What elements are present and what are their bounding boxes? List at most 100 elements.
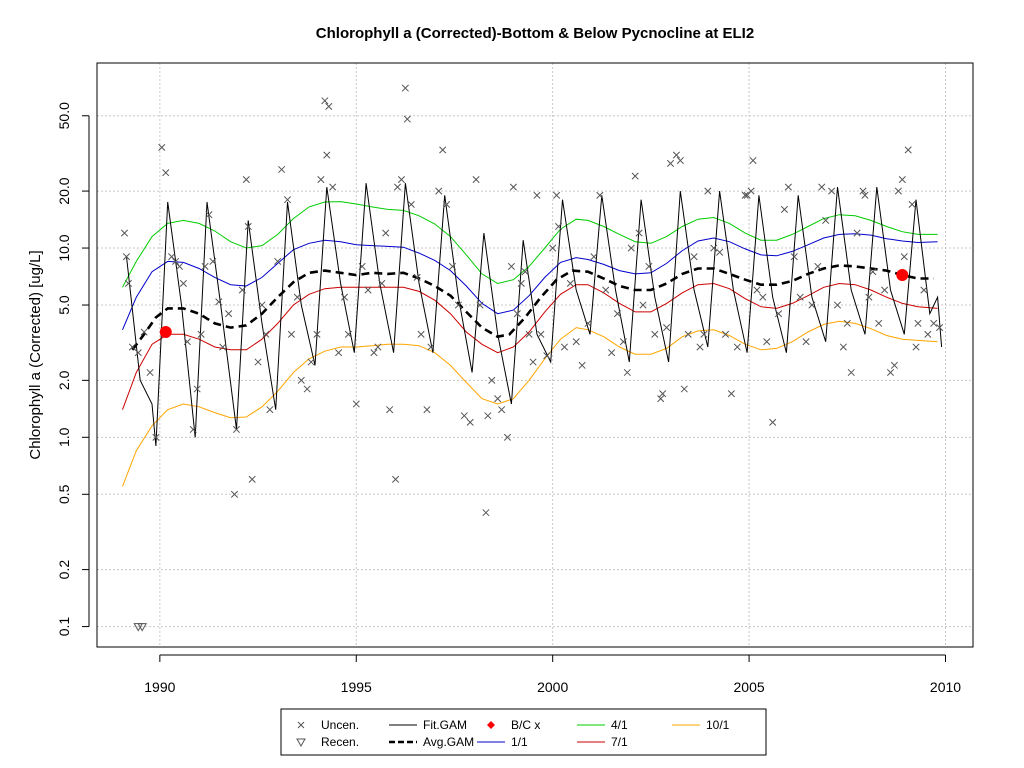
uncensored-point xyxy=(232,425,241,434)
uncensored-point xyxy=(790,253,798,261)
uncensored-point xyxy=(890,361,898,369)
uncensored-point xyxy=(386,406,394,414)
avg-gam-series xyxy=(131,264,934,351)
x-tick-label: 2005 xyxy=(734,679,765,695)
uncensored-point xyxy=(566,279,574,288)
y-tick-label: 0.2 xyxy=(56,560,72,580)
recensored-point xyxy=(137,623,148,632)
series-10-1-line xyxy=(122,320,938,487)
uncensored-point xyxy=(413,273,421,281)
uncensored-point xyxy=(680,385,688,393)
bc-point xyxy=(896,269,909,282)
uncensored-point xyxy=(140,328,148,336)
uncensored-point xyxy=(645,262,653,270)
uncensored-point xyxy=(507,262,515,270)
uncensored-point xyxy=(690,253,698,261)
uncensored-point xyxy=(242,176,250,184)
seasonal-series xyxy=(122,201,938,487)
uncensored-point xyxy=(818,183,826,191)
uncensored-point xyxy=(710,244,718,252)
uncensored-point xyxy=(657,395,665,403)
uncensored-point xyxy=(930,319,938,327)
uncensored-point xyxy=(672,151,680,159)
uncensored-point xyxy=(716,248,724,256)
uncensored-point xyxy=(555,222,563,231)
uncensored-point xyxy=(303,385,311,393)
uncensored-point xyxy=(494,395,502,403)
uncensored-point xyxy=(596,191,604,199)
uncensored-point xyxy=(780,205,788,213)
uncensored-point xyxy=(124,279,132,288)
uncensored-point xyxy=(364,286,372,294)
uncensored-point xyxy=(378,279,386,288)
uncensored-point xyxy=(749,156,757,165)
uncensored-point xyxy=(549,244,557,252)
uncensored-point xyxy=(254,358,262,366)
uncensored-point xyxy=(283,196,292,204)
uncensored-point xyxy=(297,376,305,384)
uncensored-point xyxy=(517,279,525,288)
uncensored-point xyxy=(230,490,239,498)
uncensored-point xyxy=(472,176,480,184)
uncensored-point xyxy=(920,286,928,294)
uncensored-point xyxy=(635,229,643,237)
uncensored-point xyxy=(370,349,378,357)
uncensored-point xyxy=(608,349,616,357)
uncensored-point xyxy=(774,310,783,318)
uncensored-point xyxy=(423,406,431,414)
uncensored-point xyxy=(466,418,474,426)
uncensored-point xyxy=(391,475,400,483)
uncensored-point xyxy=(215,298,223,306)
uncensored-point xyxy=(814,262,822,270)
uncensored-point xyxy=(676,156,684,165)
uncensored-point xyxy=(397,176,405,184)
uncensored-point xyxy=(560,343,569,351)
uncensored-point xyxy=(158,143,166,152)
uncensored-point xyxy=(460,412,468,420)
uncensored-point xyxy=(358,262,366,270)
legend-label: Uncen. xyxy=(321,718,359,732)
y-tick-label: 50.0 xyxy=(56,102,72,129)
uncensored-point xyxy=(759,293,767,301)
uncensored-point xyxy=(627,244,635,252)
x-tick-label: 1990 xyxy=(144,679,175,695)
y-axis-label: Chlorophyll a (Corrected) [ug/L] xyxy=(27,250,44,459)
y-tick-label: 20.0 xyxy=(56,177,72,204)
uncensored-point xyxy=(796,293,804,301)
uncensored-point xyxy=(427,343,435,351)
uncensored-point xyxy=(152,433,160,441)
uncensored-point xyxy=(537,330,545,338)
uncensored-point xyxy=(753,286,761,294)
uncensored-point xyxy=(853,229,861,237)
y-tick-label: 1.0 xyxy=(56,427,72,447)
uncensored-point xyxy=(936,324,944,332)
uncensored-point xyxy=(869,268,877,276)
uncensored-point xyxy=(134,349,142,357)
uncensored-point xyxy=(847,368,855,377)
legend-label: Avg.GAM xyxy=(423,735,474,749)
uncensored-point xyxy=(924,330,932,338)
uncensored-point xyxy=(443,200,451,208)
uncensored-point xyxy=(439,146,447,154)
legend-label: Fit.GAM xyxy=(423,718,467,732)
uncensored-point xyxy=(721,330,730,338)
series-4-1-line xyxy=(122,201,938,288)
bc-points xyxy=(159,269,909,339)
uncensored-point xyxy=(335,349,343,357)
uncensored-point xyxy=(808,301,816,309)
uncensored-point xyxy=(584,319,592,327)
uncensored-point xyxy=(578,361,586,369)
chart-title: Chlorophyll a (Corrected)-Bottom & Below… xyxy=(316,25,754,42)
series-1-1-line xyxy=(122,233,938,330)
uncensored-point xyxy=(175,262,184,270)
uncensored-point xyxy=(659,390,667,398)
uncensored-point xyxy=(839,343,847,351)
uncensored-point xyxy=(590,253,598,261)
uncensored-point xyxy=(205,211,213,219)
data-points xyxy=(120,84,944,632)
uncensored-point xyxy=(313,330,321,338)
uncensored-point xyxy=(183,338,191,346)
uncensored-point xyxy=(525,330,533,338)
uncensored-point xyxy=(619,338,627,346)
